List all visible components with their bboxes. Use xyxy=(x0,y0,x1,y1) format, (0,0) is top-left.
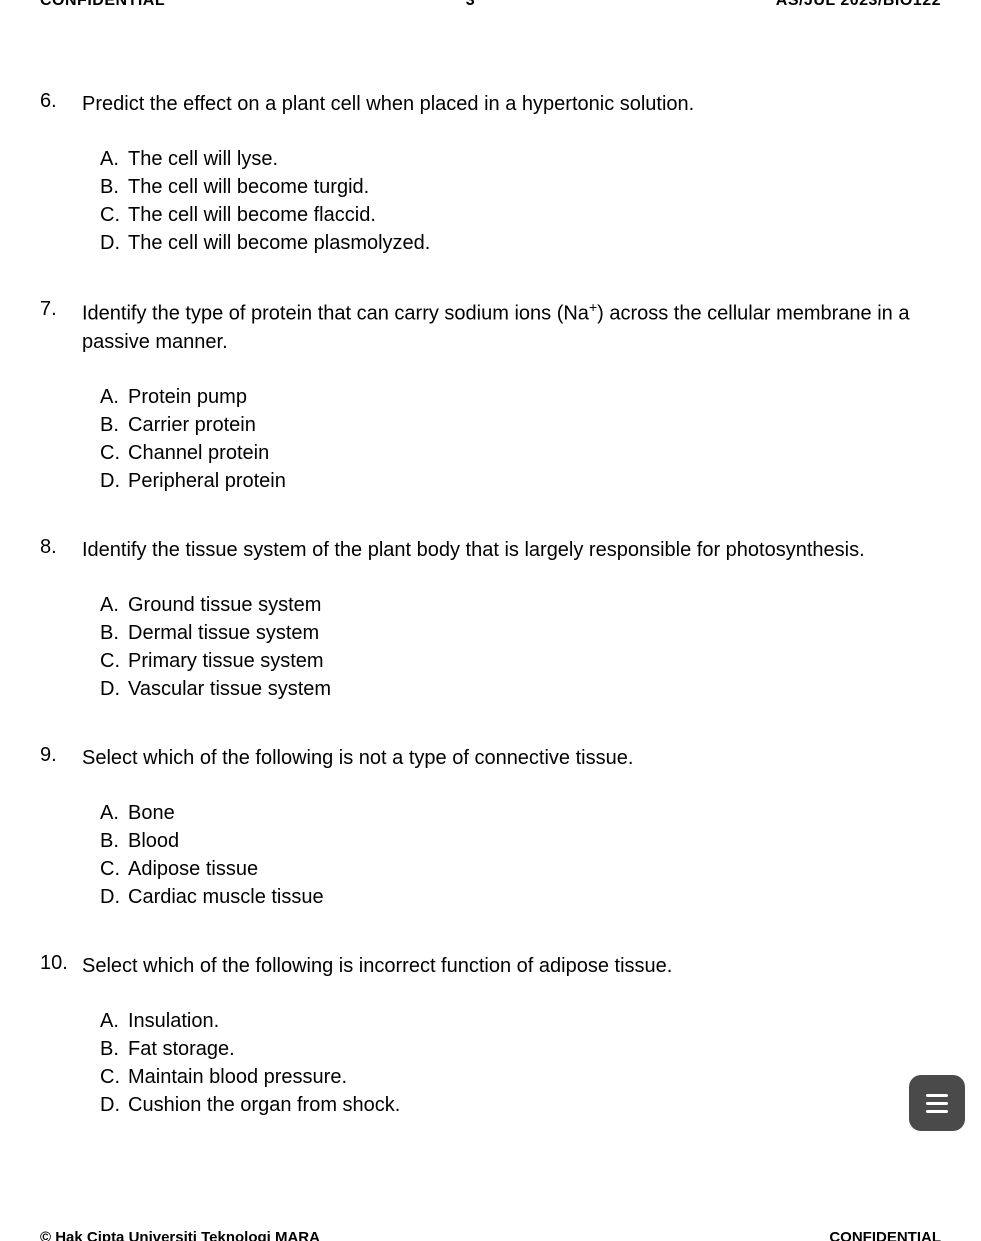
menu-icon xyxy=(926,1102,948,1105)
option-text: Maintain blood pressure. xyxy=(128,1064,347,1090)
question-text: Predict the effect on a plant cell when … xyxy=(82,90,694,118)
option-letter: C. xyxy=(100,856,128,882)
option-letter: C. xyxy=(100,1064,128,1090)
option-letter: B. xyxy=(100,412,128,438)
option-text: Cardiac muscle tissue xyxy=(128,884,324,910)
option-text: Vascular tissue system xyxy=(128,676,331,702)
options-list: A. Insulation. B. Fat storage. C. Mainta… xyxy=(40,1008,941,1118)
header-course-code: AS/JUL 2023/BIO122 xyxy=(776,0,941,10)
option-text: Fat storage. xyxy=(128,1036,235,1062)
option-text: Bone xyxy=(128,800,175,826)
option-letter: D. xyxy=(100,1092,128,1118)
question-text: Identify the tissue system of the plant … xyxy=(82,536,865,564)
question-row: 7. Identify the type of protein that can… xyxy=(40,298,941,356)
option-letter: A. xyxy=(100,592,128,618)
question-number: 8. xyxy=(40,536,82,559)
option-letter: D. xyxy=(100,676,128,702)
option-text: Insulation. xyxy=(128,1008,219,1034)
option-item: A. The cell will lyse. xyxy=(100,146,941,172)
option-letter: C. xyxy=(100,648,128,674)
option-text: The cell will become flaccid. xyxy=(128,202,376,228)
option-letter: B. xyxy=(100,174,128,200)
option-item: B. Dermal tissue system xyxy=(100,620,941,646)
option-letter: C. xyxy=(100,440,128,466)
question-number: 10. xyxy=(40,952,82,975)
option-item: B. Blood xyxy=(100,828,941,854)
option-item: A. Insulation. xyxy=(100,1008,941,1034)
option-text: Ground tissue system xyxy=(128,592,321,618)
options-list: A. Ground tissue system B. Dermal tissue… xyxy=(40,592,941,702)
option-letter: C. xyxy=(100,202,128,228)
option-text: Primary tissue system xyxy=(128,648,324,674)
menu-icon xyxy=(926,1110,948,1113)
question-number: 7. xyxy=(40,298,82,321)
question-row: 6. Predict the effect on a plant cell wh… xyxy=(40,90,941,118)
options-list: A. Bone B. Blood C. Adipose tissue D. Ca… xyxy=(40,800,941,910)
option-item: D. Vascular tissue system xyxy=(100,676,941,702)
option-item: D. Cardiac muscle tissue xyxy=(100,884,941,910)
option-item: D. Cushion the organ from shock. xyxy=(100,1092,941,1118)
option-letter: A. xyxy=(100,146,128,172)
option-text: Dermal tissue system xyxy=(128,620,319,646)
option-item: D. Peripheral protein xyxy=(100,468,941,494)
question-text: Identify the type of protein that can ca… xyxy=(82,298,941,356)
option-item: A. Bone xyxy=(100,800,941,826)
question-number: 6. xyxy=(40,90,82,113)
option-letter: D. xyxy=(100,468,128,494)
option-text: Blood xyxy=(128,828,179,854)
option-text: Protein pump xyxy=(128,384,247,410)
question-text: Select which of the following is incorre… xyxy=(82,952,672,980)
option-letter: B. xyxy=(100,828,128,854)
option-text: Peripheral protein xyxy=(128,468,286,494)
option-item: C. Primary tissue system xyxy=(100,648,941,674)
header-confidential: CONFIDENTIAL xyxy=(40,0,165,10)
menu-icon xyxy=(926,1094,948,1097)
question-number: 9. xyxy=(40,744,82,767)
menu-button[interactable] xyxy=(909,1075,965,1131)
option-item: C. Channel protein xyxy=(100,440,941,466)
footer-confidential: CONFIDENTIAL xyxy=(829,1229,941,1241)
option-letter: D. xyxy=(100,884,128,910)
option-item: A. Protein pump xyxy=(100,384,941,410)
option-item: C. Adipose tissue xyxy=(100,856,941,882)
option-text: The cell will become turgid. xyxy=(128,174,369,200)
option-letter: A. xyxy=(100,800,128,826)
question-text: Select which of the following is not a t… xyxy=(82,744,633,772)
option-item: D. The cell will become plasmolyzed. xyxy=(100,230,941,256)
footer-copyright: © Hak Cipta Universiti Teknologi MARA xyxy=(40,1229,320,1241)
option-item: B. Fat storage. xyxy=(100,1036,941,1062)
option-item: B. The cell will become turgid. xyxy=(100,174,941,200)
option-letter: D. xyxy=(100,230,128,256)
option-text: The cell will lyse. xyxy=(128,146,278,172)
question-row: 9. Select which of the following is not … xyxy=(40,744,941,772)
option-letter: A. xyxy=(100,1008,128,1034)
option-item: C. The cell will become flaccid. xyxy=(100,202,941,228)
question-row: 8. Identify the tissue system of the pla… xyxy=(40,536,941,564)
option-item: C. Maintain blood pressure. xyxy=(100,1064,941,1090)
header-page-number: 3 xyxy=(466,0,475,10)
option-text: Channel protein xyxy=(128,440,269,466)
question-block: 10. Select which of the following is inc… xyxy=(40,952,941,1118)
option-letter: A. xyxy=(100,384,128,410)
option-text: Carrier protein xyxy=(128,412,256,438)
question-block: 8. Identify the tissue system of the pla… xyxy=(40,536,941,702)
options-list: A. Protein pump B. Carrier protein C. Ch… xyxy=(40,384,941,494)
question-block: 9. Select which of the following is not … xyxy=(40,744,941,910)
option-item: A. Ground tissue system xyxy=(100,592,941,618)
option-text: Cushion the organ from shock. xyxy=(128,1092,400,1118)
question-block: 7. Identify the type of protein that can… xyxy=(40,298,941,494)
option-letter: B. xyxy=(100,620,128,646)
questions-content: 6. Predict the effect on a plant cell wh… xyxy=(0,20,981,1118)
question-row: 10. Select which of the following is inc… xyxy=(40,952,941,980)
question-block: 6. Predict the effect on a plant cell wh… xyxy=(40,90,941,256)
option-text: Adipose tissue xyxy=(128,856,258,882)
option-letter: B. xyxy=(100,1036,128,1062)
page-header: CONFIDENTIAL 3 AS/JUL 2023/BIO122 xyxy=(0,0,981,20)
option-text: The cell will become plasmolyzed. xyxy=(128,230,430,256)
page-footer: © Hak Cipta Universiti Teknologi MARA CO… xyxy=(0,1225,981,1241)
options-list: A. The cell will lyse. B. The cell will … xyxy=(40,146,941,256)
option-item: B. Carrier protein xyxy=(100,412,941,438)
